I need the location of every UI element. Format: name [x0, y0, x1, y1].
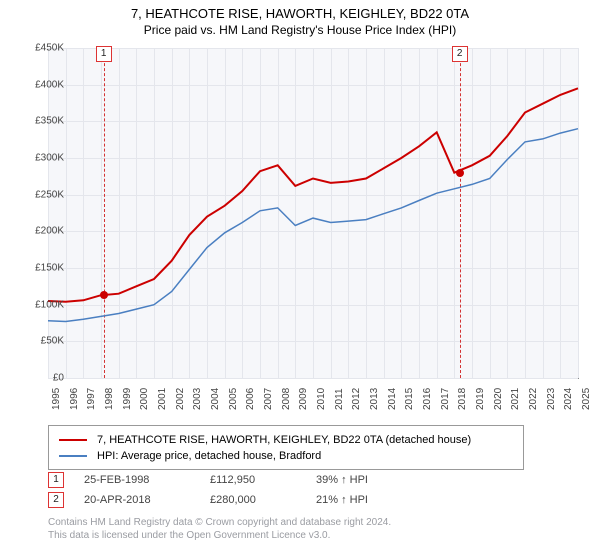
y-tick-label: £100K [22, 299, 64, 310]
x-tick-label: 2006 [245, 388, 256, 410]
x-tick-label: 2000 [139, 388, 150, 410]
series-hpi [48, 129, 578, 322]
title-block: 7, HEATHCOTE RISE, HAWORTH, KEIGHLEY, BD… [0, 0, 600, 37]
x-tick-label: 1999 [122, 388, 133, 410]
x-tick-label: 2005 [228, 388, 239, 410]
x-tick-label: 2023 [546, 388, 557, 410]
y-tick-label: £50K [22, 336, 64, 347]
x-tick-label: 2001 [157, 388, 168, 410]
x-tick-label: 2009 [298, 388, 309, 410]
sale-row: 2 20-APR-2018 £280,000 21% ↑ HPI [48, 490, 406, 510]
title-address: 7, HEATHCOTE RISE, HAWORTH, KEIGHLEY, BD… [0, 6, 600, 21]
legend-label: HPI: Average price, detached house, Brad… [97, 450, 321, 462]
sales-table: 1 25-FEB-1998 £112,950 39% ↑ HPI 2 20-APR-201… [48, 470, 406, 510]
x-tick-label: 2017 [440, 388, 451, 410]
grid-h [48, 378, 578, 379]
x-tick-label: 2010 [316, 388, 327, 410]
x-tick-label: 2002 [175, 388, 186, 410]
y-tick-label: £0 [22, 373, 64, 384]
sale-row: 1 25-FEB-1998 £112,950 39% ↑ HPI [48, 470, 406, 490]
y-tick-label: £300K [22, 153, 64, 164]
x-tick-label: 2003 [192, 388, 203, 410]
sale-row-price: £112,950 [210, 474, 310, 486]
sale-row-delta: 21% ↑ HPI [316, 494, 406, 506]
chart-lines [48, 48, 578, 378]
x-tick-label: 1998 [104, 388, 115, 410]
x-tick-label: 1997 [86, 388, 97, 410]
x-tick-label: 2011 [334, 388, 345, 410]
x-tick-label: 2013 [369, 388, 380, 410]
sale-marker-dot [456, 169, 464, 177]
sale-row-date: 20-APR-2018 [70, 494, 204, 506]
chart-area: 12 [48, 48, 578, 378]
sale-row-delta: 39% ↑ HPI [316, 474, 406, 486]
x-tick-label: 2022 [528, 388, 539, 410]
x-tick-label: 2025 [581, 388, 592, 410]
grid-v [578, 48, 579, 378]
x-tick-label: 2016 [422, 388, 433, 410]
x-tick-label: 2012 [351, 388, 362, 410]
x-tick-label: 2007 [263, 388, 274, 410]
sale-row-badge: 2 [48, 492, 64, 508]
sale-row-date: 25-FEB-1998 [70, 474, 204, 486]
legend-swatch [59, 455, 87, 457]
x-tick-label: 2015 [404, 388, 415, 410]
x-tick-label: 2008 [281, 388, 292, 410]
footer-line-1: Contains HM Land Registry data © Crown c… [48, 516, 391, 529]
chart-container: 7, HEATHCOTE RISE, HAWORTH, KEIGHLEY, BD… [0, 0, 600, 560]
title-subtitle: Price paid vs. HM Land Registry's House … [0, 21, 600, 37]
legend-row: HPI: Average price, detached house, Brad… [59, 448, 513, 464]
legend-row: 7, HEATHCOTE RISE, HAWORTH, KEIGHLEY, BD… [59, 432, 513, 448]
y-tick-label: £250K [22, 189, 64, 200]
x-tick-label: 1996 [69, 388, 80, 410]
footer-line-2: This data is licensed under the Open Gov… [48, 529, 391, 542]
legend-swatch [59, 439, 87, 441]
y-tick-label: £400K [22, 79, 64, 90]
sale-row-price: £280,000 [210, 494, 310, 506]
legend: 7, HEATHCOTE RISE, HAWORTH, KEIGHLEY, BD… [48, 425, 524, 470]
x-tick-label: 2019 [475, 388, 486, 410]
x-tick-label: 2020 [493, 388, 504, 410]
y-tick-label: £350K [22, 116, 64, 127]
x-tick-label: 2014 [387, 388, 398, 410]
legend-label: 7, HEATHCOTE RISE, HAWORTH, KEIGHLEY, BD… [97, 434, 471, 446]
footer-attribution: Contains HM Land Registry data © Crown c… [48, 516, 391, 542]
x-tick-label: 1995 [51, 388, 62, 410]
x-tick-label: 2004 [210, 388, 221, 410]
y-tick-label: £450K [22, 43, 64, 54]
x-tick-label: 2021 [510, 388, 521, 410]
y-tick-label: £150K [22, 263, 64, 274]
x-tick-label: 2018 [457, 388, 468, 410]
x-tick-label: 2024 [563, 388, 574, 410]
sale-row-badge: 1 [48, 472, 64, 488]
sale-marker-dot [100, 291, 108, 299]
y-tick-label: £200K [22, 226, 64, 237]
series-property [48, 88, 578, 301]
